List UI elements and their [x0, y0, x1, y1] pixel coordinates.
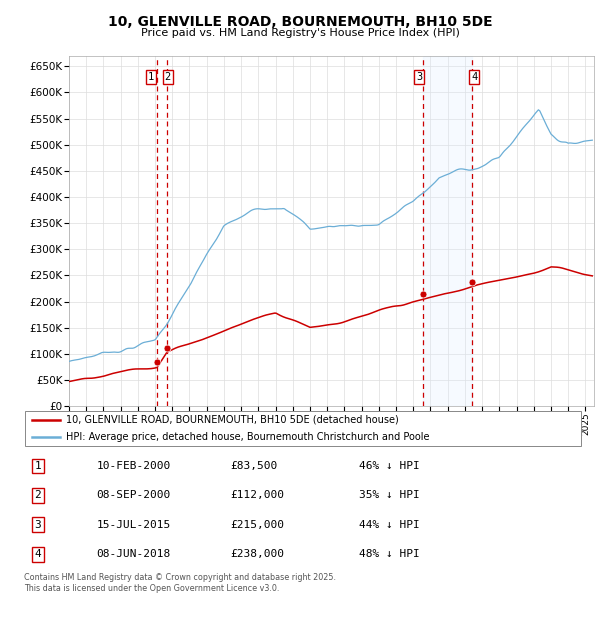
Text: 10-FEB-2000: 10-FEB-2000	[97, 461, 171, 471]
Text: Contains HM Land Registry data © Crown copyright and database right 2025.
This d: Contains HM Land Registry data © Crown c…	[24, 574, 336, 593]
FancyBboxPatch shape	[25, 410, 581, 446]
Text: 35% ↓ HPI: 35% ↓ HPI	[359, 490, 419, 500]
Text: £238,000: £238,000	[230, 549, 284, 559]
Text: 2: 2	[164, 72, 171, 82]
Text: 44% ↓ HPI: 44% ↓ HPI	[359, 520, 419, 530]
Text: 3: 3	[35, 520, 41, 530]
Text: 10, GLENVILLE ROAD, BOURNEMOUTH, BH10 5DE: 10, GLENVILLE ROAD, BOURNEMOUTH, BH10 5D…	[107, 16, 493, 30]
Text: 4: 4	[471, 72, 478, 82]
Text: HPI: Average price, detached house, Bournemouth Christchurch and Poole: HPI: Average price, detached house, Bour…	[66, 432, 430, 442]
Text: £112,000: £112,000	[230, 490, 284, 500]
Text: 15-JUL-2015: 15-JUL-2015	[97, 520, 171, 530]
Text: Price paid vs. HM Land Registry's House Price Index (HPI): Price paid vs. HM Land Registry's House …	[140, 28, 460, 38]
Bar	[422, 56, 472, 406]
Text: 1: 1	[148, 72, 154, 82]
Text: £215,000: £215,000	[230, 520, 284, 530]
Text: 3: 3	[416, 72, 422, 82]
Text: 10, GLENVILLE ROAD, BOURNEMOUTH, BH10 5DE (detached house): 10, GLENVILLE ROAD, BOURNEMOUTH, BH10 5D…	[66, 415, 398, 425]
Text: 4: 4	[35, 549, 41, 559]
Text: 08-JUN-2018: 08-JUN-2018	[97, 549, 171, 559]
Text: 48% ↓ HPI: 48% ↓ HPI	[359, 549, 419, 559]
Text: £83,500: £83,500	[230, 461, 278, 471]
Text: 08-SEP-2000: 08-SEP-2000	[97, 490, 171, 500]
Text: 1: 1	[35, 461, 41, 471]
Text: 2: 2	[35, 490, 41, 500]
Text: 46% ↓ HPI: 46% ↓ HPI	[359, 461, 419, 471]
